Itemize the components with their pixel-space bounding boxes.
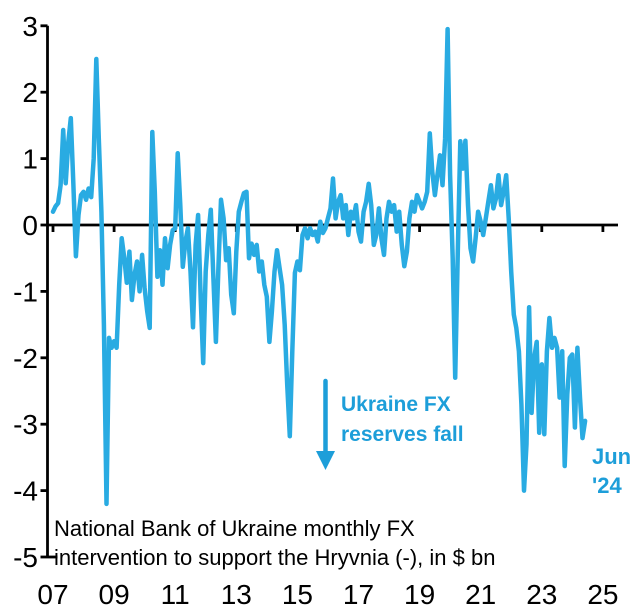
chart-caption: National Bank of Ukraine monthly FX inte…	[54, 514, 495, 572]
end-label-line-2: '24	[592, 473, 622, 498]
y-tick-label: -2	[13, 343, 38, 374]
x-tick-label: 25	[587, 579, 618, 610]
y-tick-label: -3	[13, 409, 38, 440]
y-tick-label: 3	[22, 11, 38, 42]
down-arrow-icon	[316, 378, 335, 470]
y-tick-label: -5	[13, 542, 38, 573]
y-tick-label: 0	[22, 210, 38, 241]
x-tick-label: 19	[404, 579, 435, 610]
x-tick-label: 21	[465, 579, 496, 610]
y-tick-label: 2	[22, 77, 38, 108]
annotation-ukraine-fx-reserves-fall: Ukraine FX reserves fall	[341, 390, 464, 450]
annotation-jun-24: Jun '24	[592, 442, 631, 500]
annotation-line-1: Ukraine FX	[341, 393, 451, 416]
fx-intervention-series-line	[50, 26, 588, 507]
y-tick-label: -4	[13, 476, 38, 507]
x-tick-label: 13	[221, 579, 252, 610]
y-tick-label: 1	[22, 144, 38, 175]
y-tick-label: -1	[13, 276, 38, 307]
x-tick-label: 07	[37, 579, 68, 610]
x-tick-label: 17	[343, 579, 374, 610]
caption-line-1: National Bank of Ukraine monthly FX	[54, 516, 415, 541]
x-tick-label: 15	[282, 579, 313, 610]
x-tick-label: 11	[161, 579, 190, 610]
caption-line-2: intervention to support the Hryvnia (-),…	[54, 545, 496, 570]
x-tick-label: 23	[526, 579, 557, 610]
x-tick-label: 09	[99, 579, 130, 610]
end-label-line-1: Jun	[592, 444, 632, 469]
annotation-line-2: reserves fall	[341, 423, 464, 446]
